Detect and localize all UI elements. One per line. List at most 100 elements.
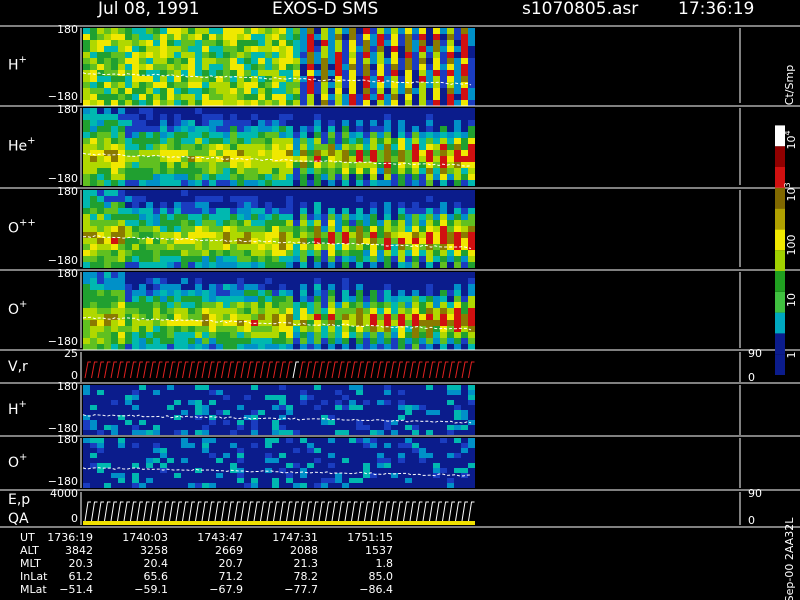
cell [272,390,279,395]
cell [440,144,447,150]
cell [146,284,153,290]
cell [433,390,440,395]
cell [265,190,272,196]
cell [209,443,216,448]
cell [370,463,377,468]
cell [279,174,286,180]
cell [405,430,412,435]
cell [307,144,314,150]
cell [244,338,251,344]
cell [377,202,384,208]
cell [216,438,223,443]
cell [111,453,118,458]
cell [251,126,258,132]
cell [363,100,370,106]
cell [83,232,90,238]
cell [412,395,419,400]
cell [293,478,300,483]
cell [97,190,104,196]
cell [419,52,426,58]
cell [97,290,104,296]
cell [419,262,426,268]
tick-glyph [286,361,293,379]
cell [160,28,167,34]
cell [104,196,111,202]
cell [405,453,412,458]
cell [370,76,377,82]
cell [111,400,118,405]
cell [181,256,188,262]
cell [419,162,426,168]
cell [237,463,244,468]
cell [118,438,125,443]
cell [216,162,223,168]
cell [272,443,279,448]
cell [139,338,146,344]
cell [356,88,363,94]
cell [188,320,195,326]
cell [377,120,384,126]
cell [181,314,188,320]
cell [230,144,237,150]
cell [251,28,258,34]
cell [90,478,97,483]
cell [223,214,230,220]
cell [419,168,426,174]
qa-bar [83,521,475,525]
cell [146,208,153,214]
trace [82,414,472,424]
cell [125,278,132,284]
cell [307,190,314,196]
cell [174,138,181,144]
cell [328,58,335,64]
cell [272,28,279,34]
cell [125,262,132,268]
cell [356,390,363,395]
cell [454,326,461,332]
cell [398,272,405,278]
cell [167,473,174,478]
cell [342,28,349,34]
cell [251,138,258,144]
cell [398,64,405,70]
cell [146,453,153,458]
cell [209,425,216,430]
cell [433,483,440,488]
cell [433,478,440,483]
cell [258,34,265,40]
cell [202,458,209,463]
cell [419,290,426,296]
cell [83,308,90,314]
cell [433,52,440,58]
cell [419,226,426,232]
cell [160,46,167,52]
cell [440,168,447,174]
cell [405,94,412,100]
cell [433,168,440,174]
tick-glyph [312,361,319,379]
cell [468,410,475,415]
cell [328,162,335,168]
cell [279,410,286,415]
cell [230,320,237,326]
cell [356,415,363,420]
cell [377,114,384,120]
cell [286,180,293,186]
cell [391,232,398,238]
cell [412,385,419,390]
cell [412,284,419,290]
cell [97,284,104,290]
cell [167,344,174,350]
cell [461,338,468,344]
cell [167,40,174,46]
cell [307,214,314,220]
cell [195,126,202,132]
tick-glyph [455,501,462,522]
cell [146,174,153,180]
cell [419,344,426,350]
tick-glyph [279,501,286,522]
cell [111,395,118,400]
cell [293,126,300,132]
cell [286,332,293,338]
cell [454,76,461,82]
